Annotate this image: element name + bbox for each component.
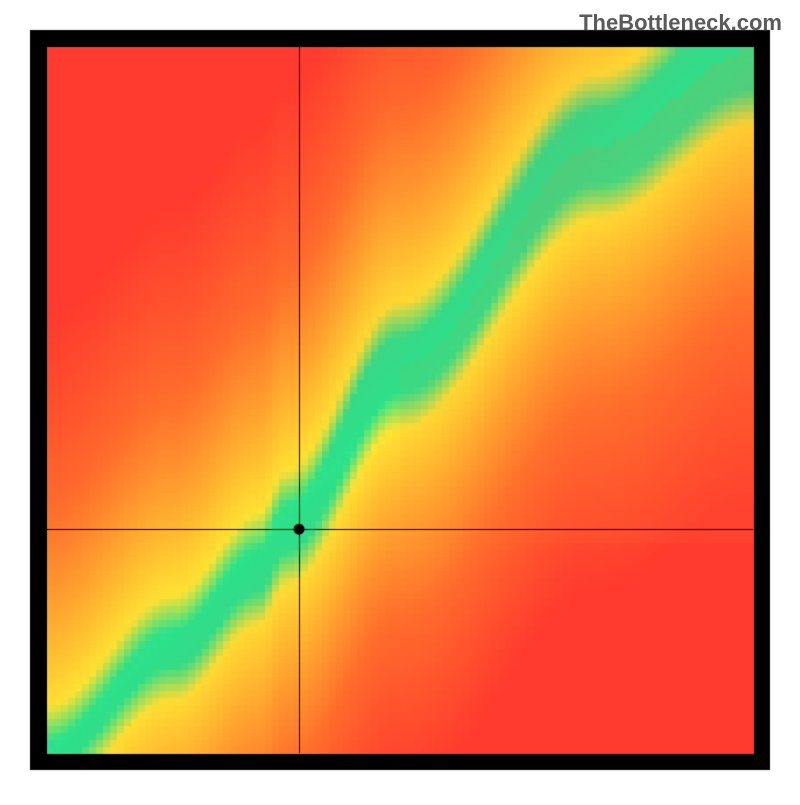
chart-container: TheBottleneck.com [0,0,800,800]
watermark-text: TheBottleneck.com [579,10,782,36]
bottleneck-heatmap [0,0,800,800]
